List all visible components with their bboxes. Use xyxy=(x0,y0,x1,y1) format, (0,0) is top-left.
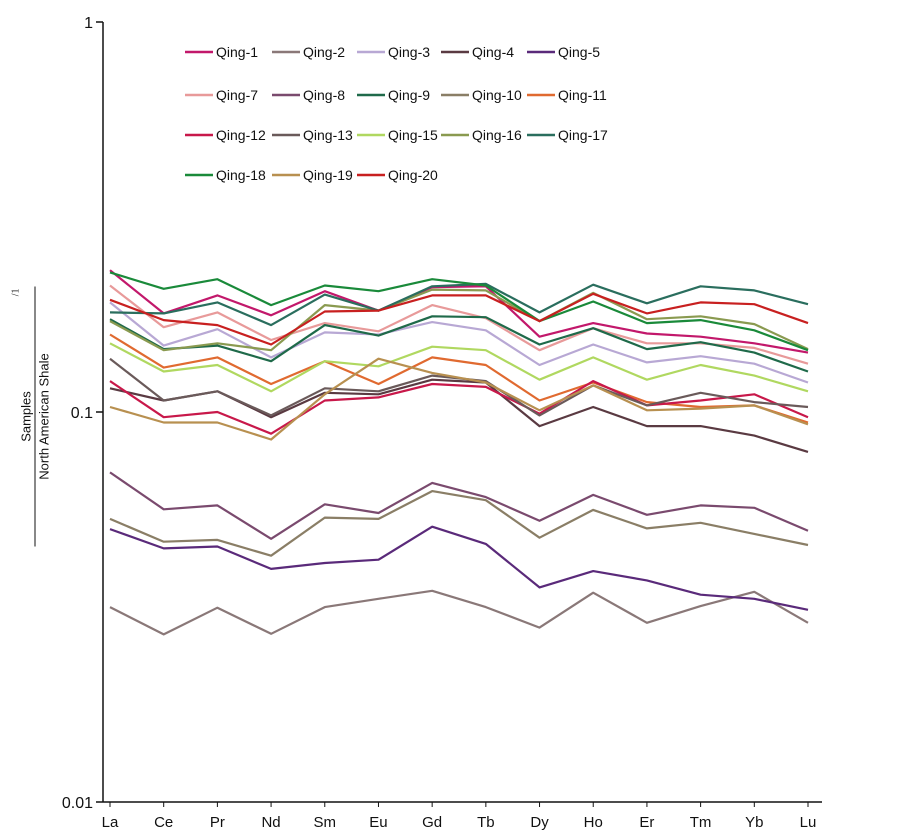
series-line-qing-4 xyxy=(109,378,809,453)
axes: 1 0.1 0.01 La Ce Pr Nd Sm Eu Gd Tb Dy Ho Er Tm Yb Lu xyxy=(62,15,822,831)
legend-item: Qing-1 xyxy=(185,44,258,60)
x-tick-label: Tm xyxy=(690,814,712,831)
legend-label: Qing-20 xyxy=(388,167,438,183)
legend-label: Qing-19 xyxy=(303,167,353,183)
legend-item: Qing-16 xyxy=(441,127,522,143)
series-line-qing-18 xyxy=(109,271,809,352)
legend-item: Qing-19 xyxy=(272,167,353,183)
x-tick-label: Lu xyxy=(800,814,817,831)
legend-label: Qing-4 xyxy=(472,44,514,60)
legend-label: Qing-13 xyxy=(303,127,353,143)
legend-label: Qing-18 xyxy=(216,167,266,183)
series-line-qing-20 xyxy=(109,292,809,346)
legend-label: Qing-9 xyxy=(388,87,430,103)
y-label-denominator: North American Shale xyxy=(36,353,52,480)
y-tick-label: 1 xyxy=(84,15,93,32)
y-tick-label: 0.01 xyxy=(62,795,93,812)
legend-label: Qing-5 xyxy=(558,44,600,60)
x-tick-label: Nd xyxy=(261,814,280,831)
legend-label: Qing-10 xyxy=(472,87,522,103)
x-tick-label: Tb xyxy=(477,814,495,831)
legend-label: Qing-17 xyxy=(558,127,608,143)
x-tick-label: Er xyxy=(639,814,654,831)
legend: Qing-1 Qing-2 Qing-3 Qing-4 Qing-5 Qing-7 Qing… xyxy=(185,44,608,183)
legend-label: Qing-12 xyxy=(216,127,266,143)
x-tick-label: La xyxy=(102,814,119,831)
x-tick-label: Dy xyxy=(530,814,549,831)
legend-item: Qing-7 xyxy=(185,87,258,103)
legend-item: Qing-11 xyxy=(527,87,607,103)
x-tick-label: Gd xyxy=(422,814,442,831)
legend-label: Qing-3 xyxy=(388,44,430,60)
series-line-qing-15 xyxy=(109,342,809,393)
y-tick-label: 0.1 xyxy=(71,405,93,422)
series-line-qing-16 xyxy=(109,288,809,352)
legend-item: Qing-18 xyxy=(185,167,266,183)
legend-item: Qing-12 xyxy=(185,127,266,143)
series-line-qing-11 xyxy=(109,333,809,424)
x-tick-label: Ho xyxy=(584,814,603,831)
legend-label: Qing-2 xyxy=(303,44,345,60)
y-axis-label: Samples North American Shale /1 xyxy=(11,286,52,547)
series-line-qing-9 xyxy=(109,315,809,373)
x-tick-label: Pr xyxy=(210,814,225,831)
series-line-qing-1 xyxy=(109,269,809,354)
legend-item: Qing-4 xyxy=(441,44,514,60)
legend-label: Qing-8 xyxy=(303,87,345,103)
legend-item: Qing-20 xyxy=(357,167,438,183)
x-tick-label: Sm xyxy=(314,814,337,831)
series-line-qing-2 xyxy=(109,589,809,636)
y-label-numerator: Samples xyxy=(18,286,36,547)
legend-item: Qing-13 xyxy=(272,127,353,143)
legend-item: Qing-15 xyxy=(357,127,438,143)
legend-item: Qing-9 xyxy=(357,87,430,103)
legend-item: Qing-2 xyxy=(272,44,345,60)
legend-label: Qing-7 xyxy=(216,87,258,103)
legend-label: Qing-15 xyxy=(388,127,438,143)
legend-label: Qing-16 xyxy=(472,127,522,143)
series-line-qing-3 xyxy=(109,301,809,384)
series-line-qing-19 xyxy=(109,357,809,441)
legend-item: Qing-5 xyxy=(527,44,600,60)
series-line-qing-12 xyxy=(109,380,809,435)
x-tick-label: Eu xyxy=(369,814,387,831)
series-line-qing-10 xyxy=(109,490,809,557)
series-line-qing-5 xyxy=(109,525,809,611)
legend-item: Qing-10 xyxy=(441,87,522,103)
series-line-qing-17 xyxy=(109,282,809,327)
x-tick-label: Ce xyxy=(154,814,173,831)
legend-item: Qing-17 xyxy=(527,127,608,143)
series-line-qing-8 xyxy=(109,471,809,540)
legend-label: Qing-11 xyxy=(558,87,607,103)
y-label-suffix: /1 xyxy=(10,288,22,297)
legend-item: Qing-3 xyxy=(357,44,430,60)
legend-item: Qing-8 xyxy=(272,87,345,103)
legend-label: Qing-1 xyxy=(216,44,258,60)
x-tick-label: Yb xyxy=(745,814,763,831)
series-lines xyxy=(109,269,809,636)
